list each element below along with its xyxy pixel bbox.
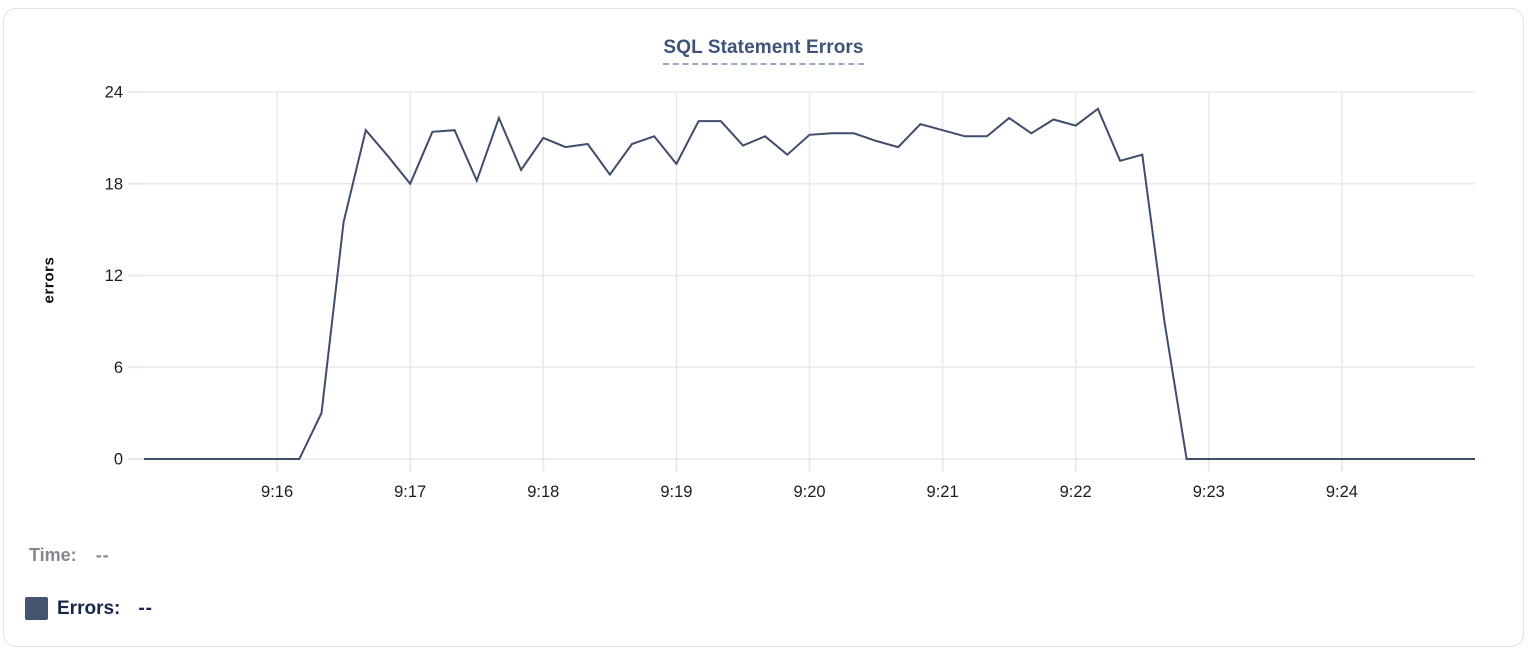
legend-errors-value: -- bbox=[138, 597, 154, 619]
legend-time-value: -- bbox=[95, 545, 110, 565]
x-tick-label: 9:19 bbox=[660, 483, 692, 501]
x-tick-label: 9:20 bbox=[793, 483, 825, 501]
x-tick-label: 9:18 bbox=[527, 483, 559, 501]
y-tick-label: 18 bbox=[105, 175, 123, 193]
chart-svg[interactable]: 0 6 12 18 24 9:16 9:17 9:18 9:19 9:20 9:21 9:22 9:23… bbox=[4, 9, 1528, 519]
x-tick-label: 9:21 bbox=[927, 483, 959, 501]
x-tick-label: 9:22 bbox=[1060, 483, 1092, 501]
y-tick-label: 0 bbox=[114, 451, 123, 469]
chart-card: SQL Statement Errors errors 0 6 12 18 24 9:16… bbox=[3, 8, 1524, 647]
y-axis-title: errors bbox=[40, 256, 58, 304]
chart-title[interactable]: SQL Statement Errors bbox=[663, 37, 864, 65]
x-tick-label: 9:16 bbox=[261, 483, 293, 501]
errors-series-swatch bbox=[25, 597, 48, 620]
errors-series-line[interactable] bbox=[144, 107, 1475, 460]
y-tick-label: 6 bbox=[114, 359, 123, 377]
y-tick-label: 24 bbox=[105, 84, 123, 102]
legend-time-label: Time: bbox=[29, 545, 77, 565]
y-tick-label: 12 bbox=[105, 267, 123, 285]
x-tick-label: 9:17 bbox=[394, 483, 426, 501]
legend-time-row: Time: -- bbox=[29, 545, 110, 566]
x-tick-label: 9:23 bbox=[1193, 483, 1225, 501]
legend-errors-label: Errors: bbox=[57, 597, 121, 619]
chart-header: SQL Statement Errors bbox=[4, 37, 1523, 65]
legend-errors-row[interactable]: Errors: -- bbox=[25, 597, 153, 620]
x-tick-label: 9:24 bbox=[1326, 483, 1358, 501]
